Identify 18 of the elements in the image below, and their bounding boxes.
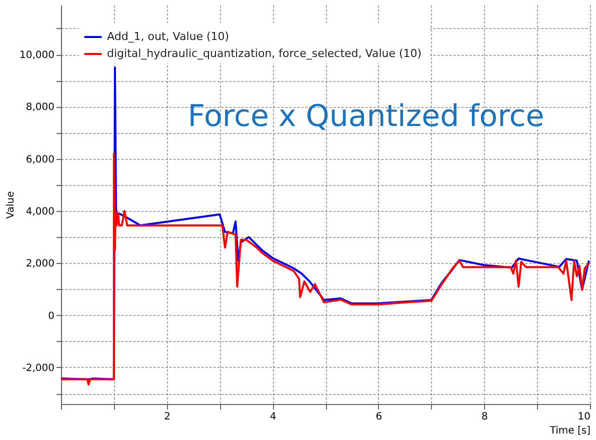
y-tick-label: 8,000 (26, 102, 54, 114)
y-tick-label: 10,000 (20, 50, 54, 62)
y-tick-label: -2,000 (22, 362, 54, 374)
y-axis-title: Value (6, 191, 17, 219)
x-tick-label: 10 (578, 412, 590, 422)
text: Force x Quantized force (188, 99, 544, 134)
x-axis-title: Time [s] (548, 426, 591, 436)
legend-label: Add_1, out, Value (10) (107, 30, 230, 43)
y-tick-label: 2,000 (26, 258, 54, 270)
line-series (61, 152, 590, 386)
y-tick-label: 0 (48, 310, 54, 322)
y-tick-label: 4,000 (26, 206, 54, 218)
x-tick-label: 2 (164, 412, 170, 422)
legend-label: digital_hydraulic_quantization, force_selected, Value (10) (107, 47, 422, 60)
x-tick-label: 6 (376, 412, 382, 422)
x-tick-label: 4 (270, 412, 276, 422)
y-tick-label: 6,000 (26, 154, 54, 166)
x-tick-label: 8 (482, 412, 488, 422)
